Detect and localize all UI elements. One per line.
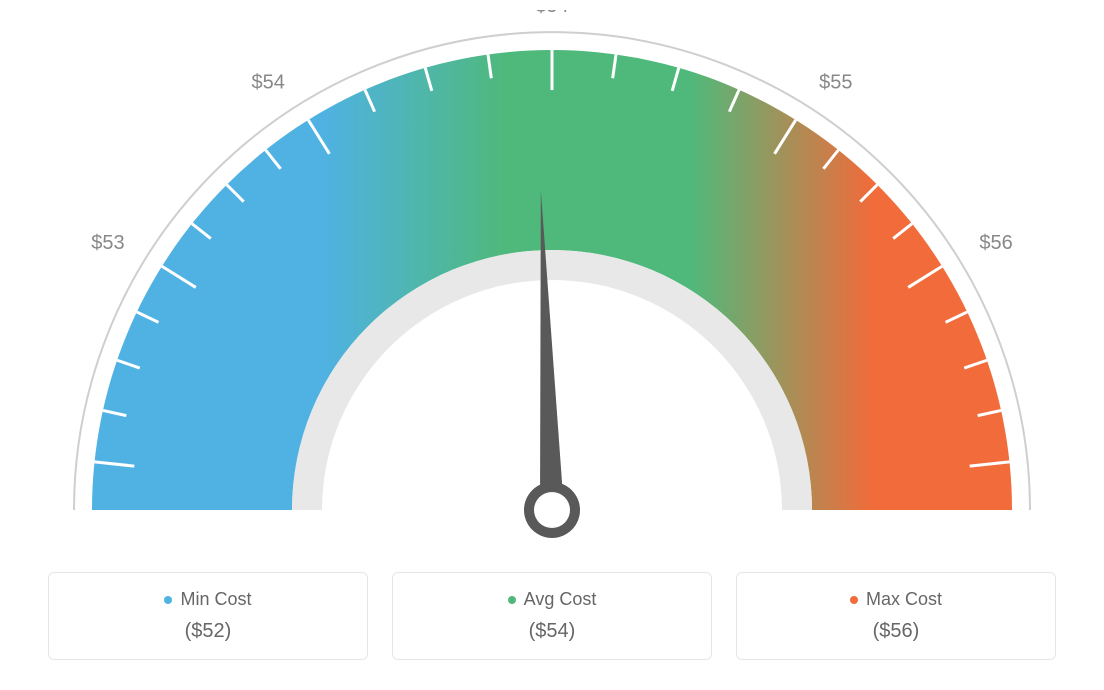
legend-title-row: Min Cost bbox=[69, 589, 347, 610]
legend-min-cost: Min Cost ($52) bbox=[48, 572, 368, 660]
svg-text:$56: $56 bbox=[979, 232, 1012, 254]
legend-value-min: ($52) bbox=[69, 620, 347, 643]
legend-value-avg: ($54) bbox=[413, 620, 691, 643]
svg-text:$53: $53 bbox=[91, 232, 124, 254]
legend-title-row: Max Cost bbox=[757, 589, 1035, 610]
legend-title-max: Max Cost bbox=[866, 589, 942, 610]
legend-value-max: ($56) bbox=[757, 620, 1035, 643]
legend-dot-min bbox=[164, 596, 172, 604]
legend-dot-avg bbox=[508, 596, 516, 604]
legend-title-avg: Avg Cost bbox=[524, 589, 597, 610]
gauge-svg: $52$53$54$54$55$56$56 bbox=[52, 10, 1052, 570]
legend-title-row: Avg Cost bbox=[413, 589, 691, 610]
legend-dot-max bbox=[850, 596, 858, 604]
gauge-chart: $52$53$54$54$55$56$56 bbox=[0, 0, 1104, 560]
svg-text:$54: $54 bbox=[252, 72, 285, 94]
legend-max-cost: Max Cost ($56) bbox=[736, 572, 1056, 660]
legend-title-min: Min Cost bbox=[180, 589, 251, 610]
svg-text:$54: $54 bbox=[535, 10, 568, 17]
legend-row: Min Cost ($52) Avg Cost ($54) Max Cost (… bbox=[48, 572, 1056, 660]
svg-text:$55: $55 bbox=[819, 72, 852, 94]
legend-avg-cost: Avg Cost ($54) bbox=[392, 572, 712, 660]
